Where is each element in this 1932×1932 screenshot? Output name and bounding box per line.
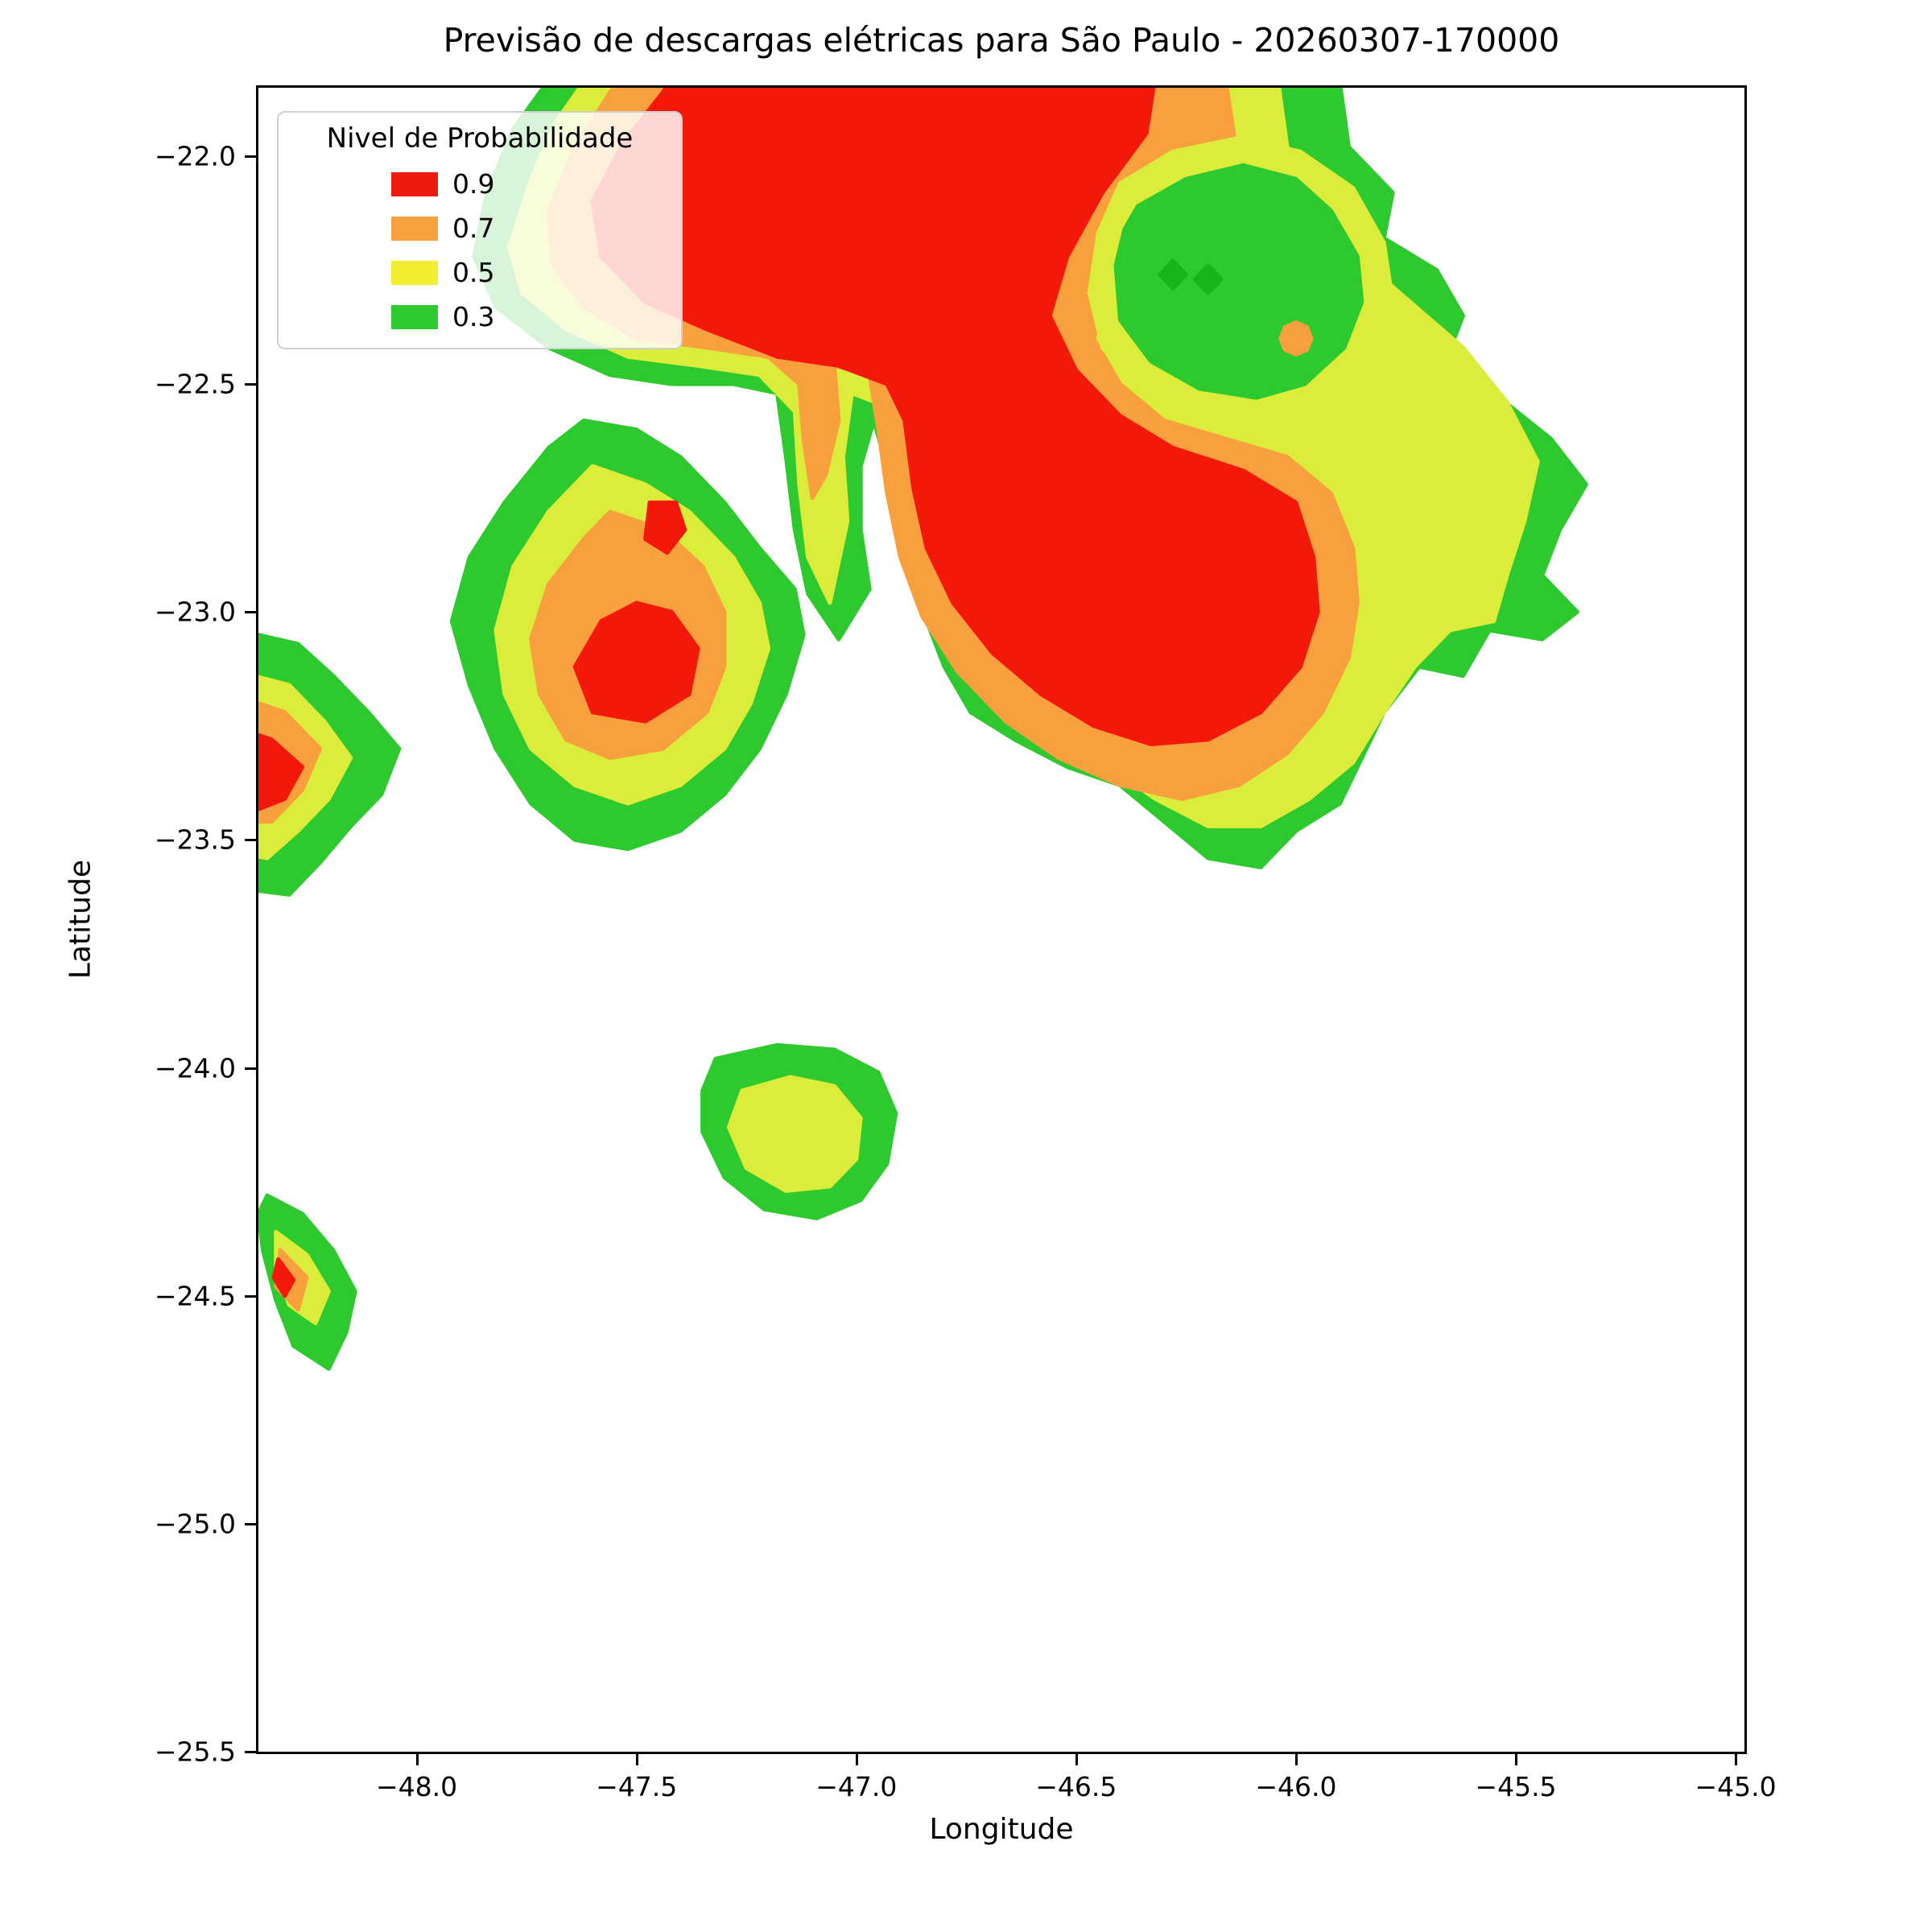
y-tick-mark [245,1751,256,1753]
y-tick-mark [245,155,256,158]
legend-item-label: 0.9 [452,168,495,200]
y-tick-label: −25.5 [154,1736,236,1768]
legend-item-0.7: 0.7 [391,214,681,243]
legend-item-label: 0.5 [452,257,495,288]
legend-item-label: 0.7 [452,213,495,244]
x-tick-label: −48.0 [376,1771,458,1802]
x-tick-label: −45.5 [1475,1771,1557,1802]
contour-region-southwest-cell-red [271,1257,296,1298]
y-tick-label: −24.0 [154,1052,236,1084]
contour-plot-canvas [258,88,1588,1371]
y-axis-label: Latitude [64,859,97,980]
x-tick-mark [1735,1754,1738,1765]
legend-title: Nivel de Probabilidade [326,122,634,155]
y-tick-label: −23.5 [154,824,236,856]
chart-title: Previsão de descargas elétricas para São… [443,21,1560,60]
legend-items: 0.9 0.7 0.5 0.3 [279,170,681,332]
x-tick-mark [855,1754,858,1765]
contour-region-west-cell-red [572,601,700,724]
x-tick-label: −47.0 [815,1771,898,1802]
x-tick-label: −46.5 [1035,1771,1117,1802]
x-tick-label: −45.0 [1695,1771,1777,1802]
y-tick-mark [245,611,256,614]
contour-region-island-speck-2 [1192,263,1224,295]
legend-swatch-0.3 [391,305,438,329]
x-tick-mark [1075,1754,1078,1765]
legend-swatch-0.5 [391,261,438,285]
legend: Nivel de Probabilidade 0.9 0.7 0.5 0.3 [277,111,683,349]
x-tick-label: −46.0 [1255,1771,1337,1802]
legend-item-label: 0.3 [452,301,495,332]
y-tick-mark [245,1067,256,1070]
contour-region-south-cell-yellow [726,1075,863,1193]
y-tick-mark [245,1294,256,1298]
legend-swatch-0.9 [391,172,438,196]
y-tick-label: −22.0 [154,140,236,172]
x-tick-mark [415,1754,419,1765]
y-tick-label: −23.0 [154,596,236,628]
y-tick-mark [245,383,256,386]
legend-swatch-0.7 [391,217,438,241]
y-tick-label: −22.5 [154,368,236,400]
x-tick-mark [1515,1754,1517,1765]
legend-item-0.3: 0.3 [391,303,681,332]
y-tick-label: −24.5 [154,1280,236,1312]
legend-item-0.9: 0.9 [391,170,681,199]
y-tick-mark [245,1522,256,1525]
x-tick-mark [635,1754,638,1765]
plot-area: Nivel de Probabilidade 0.9 0.7 0.5 0.3 [256,85,1747,1754]
contour-region-island-orange-dot [1278,320,1314,357]
contour-region-island-speck-1 [1158,258,1188,291]
x-axis-label: Longitude [929,1813,1074,1846]
y-tick-mark [245,839,256,842]
contour-region-west-cell-red-dot [643,500,687,555]
x-tick-label: −47.5 [596,1771,678,1802]
legend-item-0.5: 0.5 [391,258,681,287]
x-tick-mark [1294,1754,1298,1765]
contour-region-far-west-edge-red [258,733,305,811]
y-tick-label: −25.0 [154,1508,236,1540]
